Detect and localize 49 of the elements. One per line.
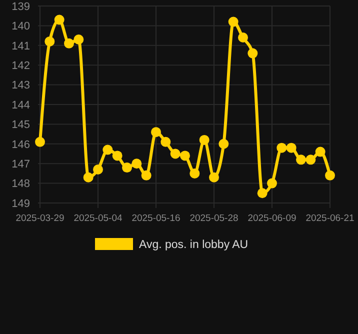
- point: [102, 144, 113, 155]
- y-tick-label: 148: [12, 178, 30, 190]
- point: [44, 36, 55, 46]
- point: [54, 14, 64, 25]
- point: [228, 16, 238, 27]
- point: [64, 38, 74, 48]
- point: [325, 170, 335, 180]
- point: [257, 188, 268, 198]
- point: [218, 138, 229, 149]
- x-tick-label: 2025-05-28: [190, 213, 238, 224]
- y-tick-label: 141: [12, 40, 30, 52]
- point: [315, 146, 326, 157]
- point: [296, 154, 306, 165]
- point: [286, 142, 296, 153]
- point: [132, 158, 142, 169]
- point: [306, 154, 316, 165]
- point: [122, 162, 132, 173]
- point: [267, 178, 277, 188]
- point: [248, 48, 258, 58]
- point: [35, 136, 45, 147]
- y-tick-label: 145: [12, 119, 30, 132]
- y-tick-label: 140: [12, 20, 30, 33]
- y-tick-label: 144: [12, 99, 30, 112]
- y-tick-label: 143: [12, 80, 30, 92]
- point: [112, 150, 122, 161]
- point: [199, 134, 210, 145]
- point: [170, 148, 180, 159]
- legend-label: Avg. pos. in lobby AU: [139, 239, 248, 252]
- point: [93, 164, 103, 175]
- point: [141, 170, 152, 180]
- point: [238, 32, 248, 43]
- point: [180, 150, 190, 161]
- point: [160, 136, 171, 147]
- x-tick-label: 2025-03-29: [16, 213, 64, 224]
- x-tick-label: 2025-06-21: [306, 213, 354, 224]
- y-tick-label: 146: [12, 138, 30, 151]
- point: [190, 168, 200, 178]
- y-tick-label: 149: [12, 198, 30, 210]
- point: [209, 172, 219, 182]
- point: [74, 34, 84, 44]
- point: [83, 172, 94, 182]
- x-tick-label: 2025-05-16: [132, 213, 180, 224]
- y-tick-label: 147: [12, 158, 30, 170]
- point: [276, 142, 287, 153]
- y-tick-label: 139: [12, 0, 30, 13]
- x-tick-label: 2025-06-09: [248, 213, 296, 224]
- point: [151, 127, 161, 138]
- x-tick-label: 2025-05-04: [74, 213, 122, 224]
- y-tick-label: 142: [12, 60, 30, 72]
